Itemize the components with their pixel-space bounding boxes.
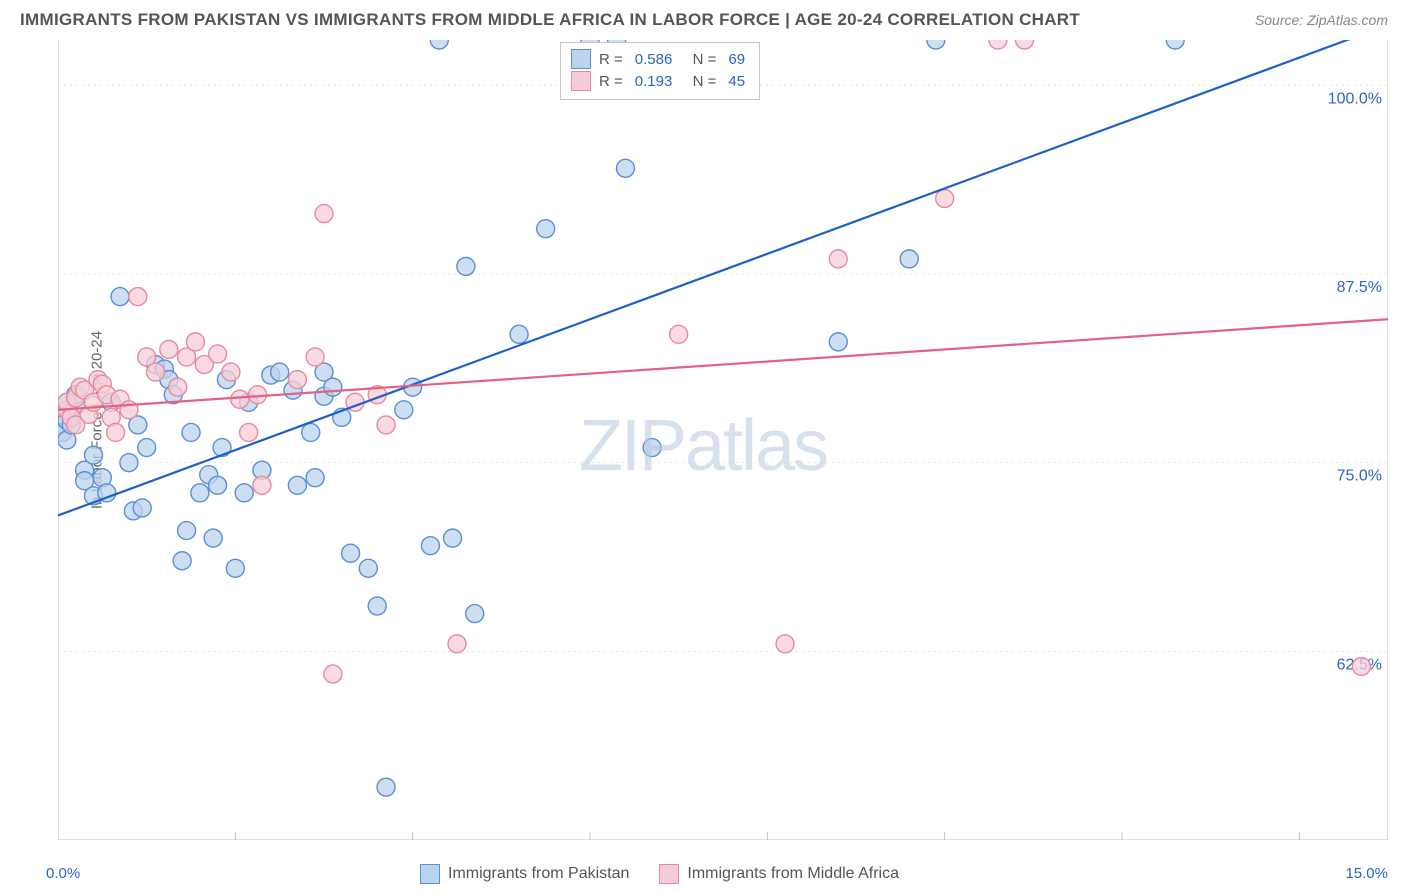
legend-stats: R = 0.586 N = 69 R = 0.193 N = 45 <box>560 42 760 100</box>
svg-text:87.5%: 87.5% <box>1337 279 1382 296</box>
legend-stat-row: R = 0.586 N = 69 <box>571 49 749 69</box>
legend-stat-row: R = 0.193 N = 45 <box>571 71 749 91</box>
legend-swatch <box>571 71 591 91</box>
legend-swatch <box>571 49 591 69</box>
n-value: 69 <box>724 51 749 68</box>
svg-text:100.0%: 100.0% <box>1328 90 1382 107</box>
r-value: 0.193 <box>631 73 677 90</box>
n-label: N = <box>684 73 716 90</box>
legend-swatch <box>659 864 679 884</box>
x-axis-min-label: 0.0% <box>46 865 80 882</box>
legend-label: Immigrants from Pakistan <box>448 865 629 883</box>
x-axis-max-label: 15.0% <box>1345 865 1388 882</box>
chart-title: IMMIGRANTS FROM PAKISTAN VS IMMIGRANTS F… <box>20 10 1080 30</box>
legend-item: Immigrants from Middle Africa <box>659 864 899 884</box>
legend-swatch <box>420 864 440 884</box>
n-value: 45 <box>724 73 749 90</box>
legend-series: Immigrants from Pakistan Immigrants from … <box>420 864 899 884</box>
r-value: 0.586 <box>631 51 677 68</box>
source-label: Source: ZipAtlas.com <box>1255 12 1388 28</box>
svg-text:75.0%: 75.0% <box>1337 468 1382 485</box>
scatter-chart: 62.5%75.0%87.5%100.0% <box>58 40 1388 840</box>
r-label: R = <box>599 51 623 68</box>
n-label: N = <box>684 51 716 68</box>
legend-item: Immigrants from Pakistan <box>420 864 629 884</box>
legend-label: Immigrants from Middle Africa <box>687 865 899 883</box>
r-label: R = <box>599 73 623 90</box>
